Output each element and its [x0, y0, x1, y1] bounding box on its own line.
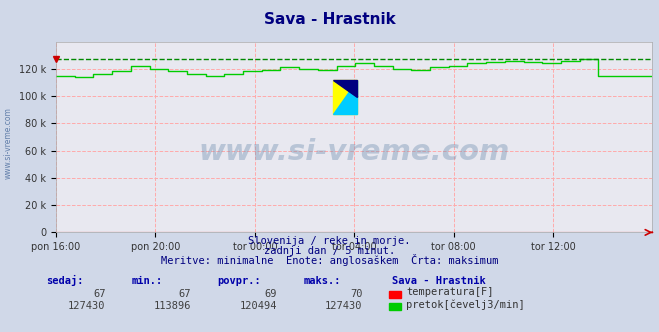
- Text: pretok[čevelj3/min]: pretok[čevelj3/min]: [406, 299, 525, 310]
- Polygon shape: [333, 80, 357, 97]
- Text: Sava - Hrastnik: Sava - Hrastnik: [264, 12, 395, 27]
- Text: 127430: 127430: [325, 301, 362, 311]
- Text: min.:: min.:: [132, 276, 163, 286]
- Text: www.si-vreme.com: www.si-vreme.com: [198, 138, 510, 166]
- Bar: [333, 80, 357, 114]
- Text: 67: 67: [179, 289, 191, 299]
- Text: 70: 70: [350, 289, 362, 299]
- Text: zadnji dan / 5 minut.: zadnji dan / 5 minut.: [264, 246, 395, 256]
- Polygon shape: [333, 80, 357, 114]
- Text: Slovenija / reke in morje.: Slovenija / reke in morje.: [248, 236, 411, 246]
- Text: 127430: 127430: [68, 301, 105, 311]
- Text: Sava - Hrastnik: Sava - Hrastnik: [392, 276, 486, 286]
- Text: sedaj:: sedaj:: [46, 275, 84, 286]
- Text: 120494: 120494: [239, 301, 277, 311]
- Text: povpr.:: povpr.:: [217, 276, 261, 286]
- Text: 67: 67: [93, 289, 105, 299]
- Text: 113896: 113896: [154, 301, 191, 311]
- Text: 69: 69: [264, 289, 277, 299]
- Text: maks.:: maks.:: [303, 276, 341, 286]
- Text: temperatura[F]: temperatura[F]: [406, 288, 494, 297]
- Text: Meritve: minimalne  Enote: anglosaškem  Črta: maksimum: Meritve: minimalne Enote: anglosaškem Čr…: [161, 254, 498, 266]
- Text: www.si-vreme.com: www.si-vreme.com: [3, 107, 13, 179]
